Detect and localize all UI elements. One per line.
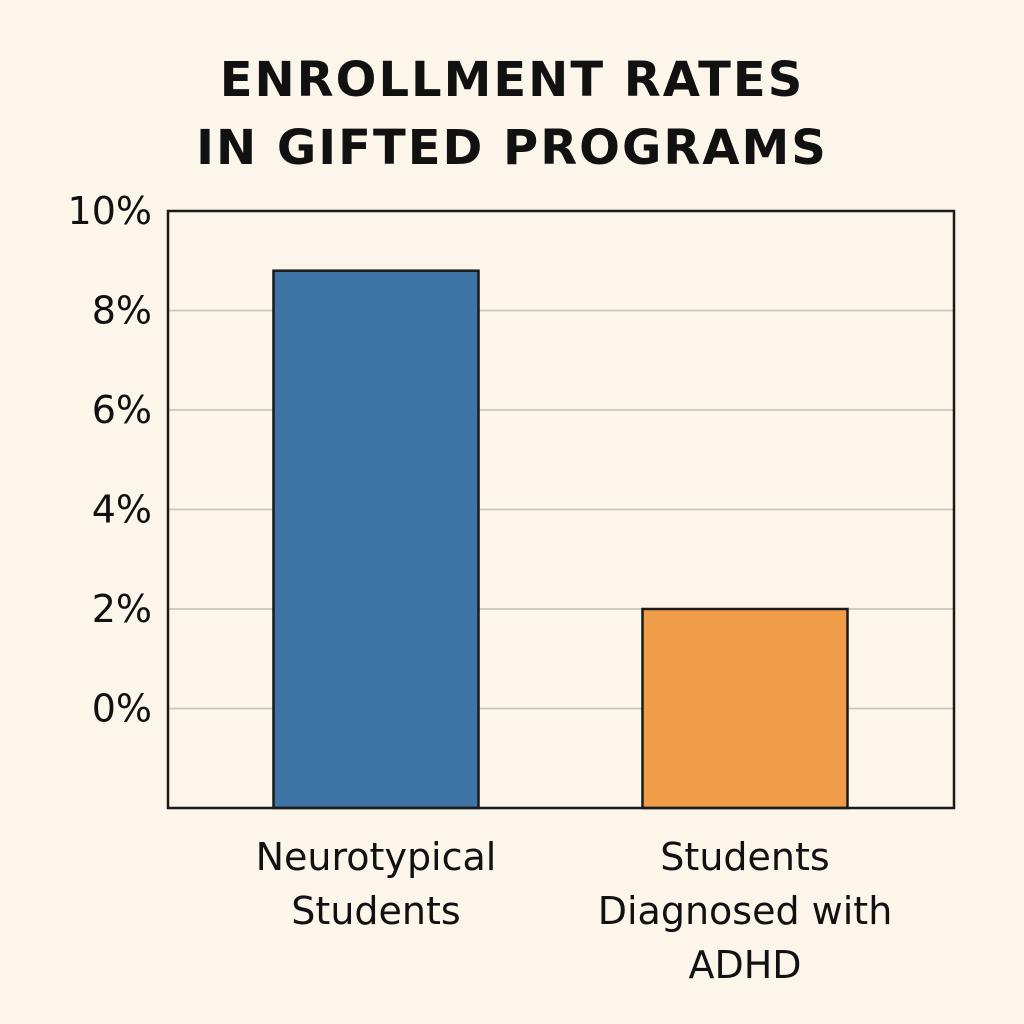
x-category-label-line: Students: [291, 889, 460, 933]
chart-title-line: ENROLLMENT RATES: [220, 52, 805, 108]
bar: [272, 269, 480, 810]
chart-title-line: IN GIFTED PROGRAMS: [196, 120, 828, 176]
bars: [272, 269, 849, 810]
x-category-label-line: Diagnosed with: [598, 889, 893, 933]
plot-frame: [166, 209, 956, 810]
x-category-label: Students Diagnosed with ADHD: [598, 835, 893, 987]
x-category-label: Neurotypical Students: [256, 835, 497, 933]
y-axis-tick-labels: 0% 2% 4% 6% 8% 10%: [68, 189, 152, 731]
y-tick-label: 4%: [92, 488, 152, 532]
y-tick-label: 8%: [92, 289, 152, 333]
y-tick-label: 0%: [92, 687, 152, 731]
x-category-label-line: Neurotypical: [256, 835, 497, 879]
bar: [641, 607, 849, 810]
y-tick-label: 2%: [92, 587, 152, 631]
x-axis-category-labels: Neurotypical Students Students Diagnosed wi…: [256, 835, 893, 987]
x-category-label-line: ADHD: [688, 943, 801, 987]
y-tick-label: 6%: [92, 388, 152, 432]
y-tick-label: 10%: [68, 189, 152, 233]
x-category-label-line: Students: [660, 835, 829, 879]
